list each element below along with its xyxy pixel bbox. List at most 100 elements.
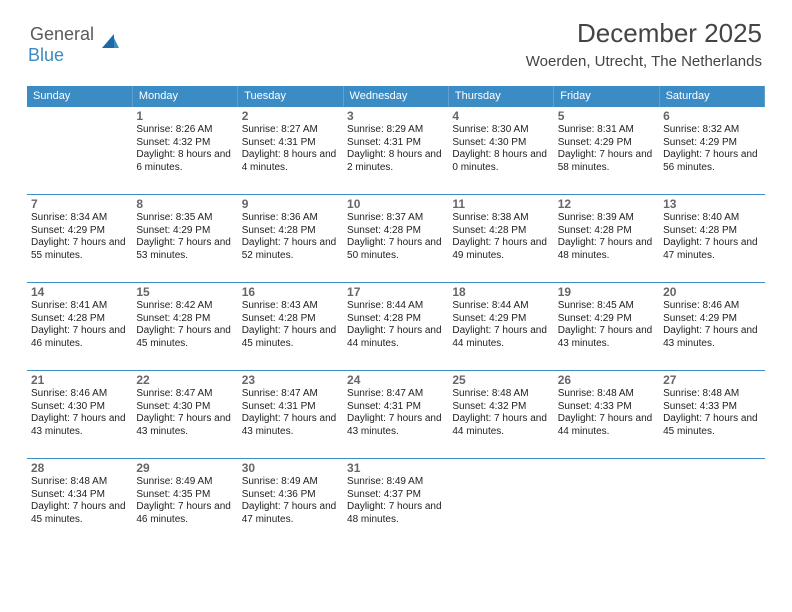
sunset-line: Sunset: 4:28 PM xyxy=(136,313,233,326)
calendar-day-cell: 19Sunrise: 8:45 AMSunset: 4:29 PMDayligh… xyxy=(554,283,659,371)
day-number: 10 xyxy=(347,197,444,211)
day-number: 2 xyxy=(242,109,339,123)
sunrise-line: Sunrise: 8:27 AM xyxy=(242,124,339,137)
sunrise-line: Sunrise: 8:44 AM xyxy=(452,300,549,313)
daylight-line: Daylight: 7 hours and 56 minutes. xyxy=(663,149,760,174)
month-title: December 2025 xyxy=(526,18,762,49)
day-number: 9 xyxy=(242,197,339,211)
day-number: 26 xyxy=(558,373,655,387)
daylight-line: Daylight: 7 hours and 44 minutes. xyxy=(452,325,549,350)
calendar-body: 1Sunrise: 8:26 AMSunset: 4:32 PMDaylight… xyxy=(27,107,765,547)
calendar-day-cell: 5Sunrise: 8:31 AMSunset: 4:29 PMDaylight… xyxy=(554,107,659,195)
sunrise-line: Sunrise: 8:48 AM xyxy=(663,388,760,401)
daylight-line: Daylight: 7 hours and 43 minutes. xyxy=(347,413,444,438)
daylight-line: Daylight: 8 hours and 4 minutes. xyxy=(242,149,339,174)
sunrise-line: Sunrise: 8:37 AM xyxy=(347,212,444,225)
day-number: 11 xyxy=(452,197,549,211)
daylight-line: Daylight: 7 hours and 45 minutes. xyxy=(242,325,339,350)
day-number: 20 xyxy=(663,285,760,299)
day-number: 6 xyxy=(663,109,760,123)
day-header: Friday xyxy=(554,86,659,107)
daylight-line: Daylight: 7 hours and 44 minutes. xyxy=(558,413,655,438)
calendar-day-cell: 16Sunrise: 8:43 AMSunset: 4:28 PMDayligh… xyxy=(238,283,343,371)
sunrise-line: Sunrise: 8:32 AM xyxy=(663,124,760,137)
calendar-week-row: 28Sunrise: 8:48 AMSunset: 4:34 PM Dayligh… xyxy=(27,459,765,547)
day-number: 31 xyxy=(347,461,444,475)
daylight-line: Daylight: 7 hours and 44 minutes. xyxy=(452,413,549,438)
sunset-line: Sunset: 4:29 PM xyxy=(663,313,760,326)
daylight-line: Daylight: 7 hours and 43 minutes. xyxy=(558,325,655,350)
sunset-line: Sunset: 4:34 PM xyxy=(31,489,128,502)
sunset-line: Sunset: 4:28 PM xyxy=(663,225,760,238)
sunset-line: Sunset: 4:29 PM xyxy=(558,137,655,150)
daylight-line: Daylight: 8 hours and 6 minutes. xyxy=(136,149,233,174)
sunset-line: Sunset: 4:32 PM xyxy=(452,401,549,414)
day-header: Monday xyxy=(132,86,237,107)
sunrise-line: Sunrise: 8:42 AM xyxy=(136,300,233,313)
sunset-line: Sunset: 4:37 PM xyxy=(347,489,444,502)
sunrise-line: Sunrise: 8:48 AM xyxy=(558,388,655,401)
calendar-day-cell xyxy=(659,459,764,547)
sunrise-line: Sunrise: 8:47 AM xyxy=(242,388,339,401)
daylight-line: Daylight: 7 hours and 48 minutes. xyxy=(347,501,444,526)
daylight-line: Daylight: 7 hours and 48 minutes. xyxy=(558,237,655,262)
sail-icon xyxy=(100,32,120,57)
calendar-day-cell xyxy=(554,459,659,547)
location-subtitle: Woerden, Utrecht, The Netherlands xyxy=(526,53,762,70)
sunset-line: Sunset: 4:28 PM xyxy=(347,225,444,238)
sunset-line: Sunset: 4:28 PM xyxy=(242,313,339,326)
daylight-line: Daylight: 7 hours and 43 minutes. xyxy=(242,413,339,438)
calendar-day-cell: 10Sunrise: 8:37 AMSunset: 4:28 PMDayligh… xyxy=(343,195,448,283)
day-header: Tuesday xyxy=(238,86,343,107)
day-number: 22 xyxy=(136,373,233,387)
day-number: 28 xyxy=(31,461,128,475)
sunrise-line: Sunrise: 8:30 AM xyxy=(452,124,549,137)
calendar-day-cell xyxy=(448,459,553,547)
calendar-week-row: 7Sunrise: 8:34 AMSunset: 4:29 PMDaylight… xyxy=(27,195,765,283)
day-number: 19 xyxy=(558,285,655,299)
calendar-day-cell: 22Sunrise: 8:47 AMSunset: 4:30 PMDayligh… xyxy=(132,371,237,459)
daylight-line: Daylight: 7 hours and 45 minutes. xyxy=(663,413,760,438)
calendar-week-row: 21Sunrise: 8:46 AMSunset: 4:30 PMDayligh… xyxy=(27,371,765,459)
daylight-line: Daylight: 7 hours and 47 minutes. xyxy=(663,237,760,262)
calendar-day-cell xyxy=(27,107,132,195)
calendar-day-cell: 4Sunrise: 8:30 AMSunset: 4:30 PMDaylight… xyxy=(448,107,553,195)
daylight-line: Daylight: 7 hours and 43 minutes. xyxy=(136,413,233,438)
sunset-line: Sunset: 4:30 PM xyxy=(136,401,233,414)
sunset-line: Sunset: 4:36 PM xyxy=(242,489,339,502)
day-number: 16 xyxy=(242,285,339,299)
day-header-row: Sunday Monday Tuesday Wednesday Thursday… xyxy=(27,86,765,107)
sunset-line: Sunset: 4:29 PM xyxy=(558,313,655,326)
calendar-day-cell: 1Sunrise: 8:26 AMSunset: 4:32 PMDaylight… xyxy=(132,107,237,195)
sunset-line: Sunset: 4:31 PM xyxy=(347,401,444,414)
day-number: 15 xyxy=(136,285,233,299)
calendar-table: Sunday Monday Tuesday Wednesday Thursday… xyxy=(27,86,765,547)
day-number: 12 xyxy=(558,197,655,211)
sunrise-line: Sunrise: 8:49 AM xyxy=(347,476,444,489)
daylight-line: Daylight: 8 hours and 0 minutes. xyxy=(452,149,549,174)
day-number: 13 xyxy=(663,197,760,211)
day-number: 24 xyxy=(347,373,444,387)
calendar-day-cell: 30Sunrise: 8:49 AMSunset: 4:36 PMDayligh… xyxy=(238,459,343,547)
day-number: 5 xyxy=(558,109,655,123)
day-header: Saturday xyxy=(659,86,764,107)
calendar-day-cell: 31Sunrise: 8:49 AMSunset: 4:37 PMDayligh… xyxy=(343,459,448,547)
daylight-line: Daylight: 7 hours and 43 minutes. xyxy=(663,325,760,350)
sunrise-line: Sunrise: 8:45 AM xyxy=(558,300,655,313)
sunrise-line: Sunrise: 8:47 AM xyxy=(347,388,444,401)
sunrise-line: Sunrise: 8:47 AM xyxy=(136,388,233,401)
sunrise-line: Sunrise: 8:49 AM xyxy=(242,476,339,489)
sunset-line: Sunset: 4:31 PM xyxy=(242,137,339,150)
daylight-line: Daylight: 7 hours and 53 minutes. xyxy=(136,237,233,262)
sunrise-line: Sunrise: 8:48 AM xyxy=(452,388,549,401)
calendar-day-cell: 13Sunrise: 8:40 AMSunset: 4:28 PMDayligh… xyxy=(659,195,764,283)
sunrise-line: Sunrise: 8:38 AM xyxy=(452,212,549,225)
calendar-week-row: 1Sunrise: 8:26 AMSunset: 4:32 PMDaylight… xyxy=(27,107,765,195)
sunset-line: Sunset: 4:32 PM xyxy=(136,137,233,150)
calendar-day-cell: 26Sunrise: 8:48 AMSunset: 4:33 PMDayligh… xyxy=(554,371,659,459)
sunrise-line: Sunrise: 8:48 AM xyxy=(31,476,128,489)
day-number: 1 xyxy=(136,109,233,123)
daylight-line: Daylight: 7 hours and 46 minutes. xyxy=(136,501,233,526)
daylight-line: Daylight: 7 hours and 44 minutes. xyxy=(347,325,444,350)
daylight-line: Daylight: 7 hours and 47 minutes. xyxy=(242,501,339,526)
